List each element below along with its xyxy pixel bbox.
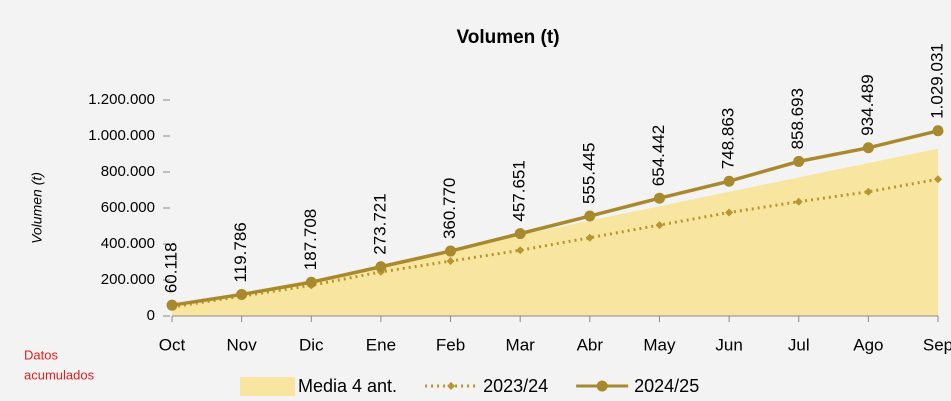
- marker: [375, 261, 387, 273]
- marker: [934, 175, 942, 184]
- x-tick-label: Jul: [788, 335, 810, 354]
- x-tick-label: Ene: [366, 335, 396, 354]
- x-tick-label: Feb: [436, 335, 465, 354]
- y-tick-label: 800.000: [101, 163, 155, 180]
- data-label: 360.770: [440, 178, 459, 239]
- x-tick-label: Oct: [159, 335, 186, 354]
- data-label: 934.489: [858, 74, 877, 135]
- marker: [236, 288, 248, 300]
- marker: [653, 192, 665, 204]
- marker: [514, 228, 526, 240]
- data-label: 119.786: [231, 222, 250, 282]
- y-tick-label: 200.000: [101, 271, 155, 288]
- marker: [655, 221, 664, 230]
- marker: [516, 246, 525, 255]
- y-tick-label: 1.200.000: [88, 91, 155, 108]
- y-tick-label: 600.000: [101, 199, 155, 216]
- x-tick-label: Nov: [227, 335, 258, 354]
- legend-label: 2023/24: [483, 376, 548, 396]
- data-label: 273.721: [370, 193, 389, 254]
- data-label: 858.693: [788, 88, 807, 149]
- x-tick-label: Ago: [853, 335, 883, 354]
- x-tick-label: Jun: [715, 335, 742, 354]
- x-tick-label: Dic: [299, 335, 324, 354]
- legend-swatch: [447, 382, 456, 390]
- chart-title: Volumen (t): [456, 27, 559, 48]
- line: [171, 129, 939, 307]
- data-label: 60.118: [161, 242, 180, 293]
- x-tick-label: May: [643, 335, 676, 354]
- annotation: Datos: [24, 347, 58, 362]
- marker: [446, 257, 455, 266]
- data-label: 748.863: [719, 108, 738, 169]
- marker: [445, 245, 457, 257]
- legend-label: Media 4 ant.: [298, 376, 397, 396]
- marker: [585, 233, 594, 242]
- legend-swatch: [240, 377, 295, 396]
- marker: [166, 299, 178, 311]
- y-tick-label: 0: [147, 307, 155, 324]
- marker: [725, 208, 734, 217]
- data-label: 187.708: [301, 209, 320, 270]
- data-label: 555.445: [579, 143, 598, 204]
- x-tick-label: Sep: [923, 335, 951, 354]
- marker: [862, 142, 874, 154]
- marker: [932, 125, 944, 137]
- marker: [723, 175, 735, 187]
- marker: [864, 187, 873, 196]
- y-tick-label: 1.000.000: [88, 127, 155, 144]
- marker: [305, 276, 317, 288]
- x-tick-label: Mar: [506, 335, 536, 354]
- marker: [793, 155, 805, 167]
- x-tick-label: Abr: [577, 335, 604, 354]
- y-tick-label: 400.000: [101, 235, 155, 252]
- data-label: 1.029.031: [927, 43, 946, 119]
- marker: [584, 210, 596, 222]
- data-label: 457.651: [510, 160, 529, 221]
- legend-swatch: [596, 380, 608, 392]
- area: [172, 148, 938, 316]
- annotation: acumulados: [24, 367, 95, 382]
- legend-label: 2024/25: [634, 376, 699, 396]
- marker: [794, 197, 803, 206]
- y-axis-label: Volumen (t): [29, 172, 45, 244]
- data-label: 654.442: [649, 125, 668, 186]
